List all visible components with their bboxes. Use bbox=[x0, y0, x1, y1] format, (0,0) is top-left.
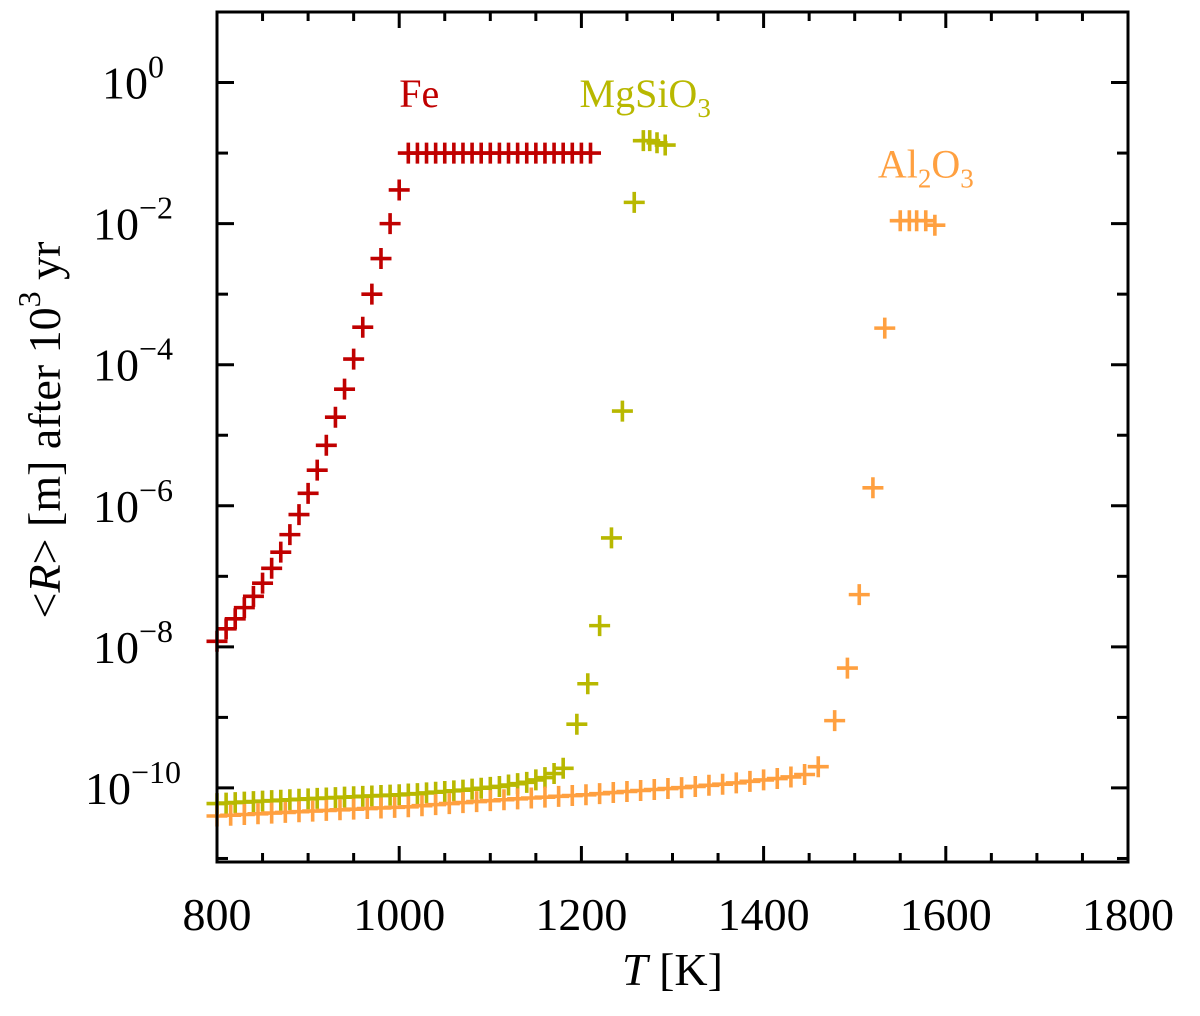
data-point bbox=[370, 248, 392, 270]
data-point bbox=[361, 283, 383, 305]
series-label-mgsio3: MgSiO3 bbox=[580, 71, 711, 123]
data-point bbox=[794, 764, 816, 786]
x-tick-label: 1000 bbox=[353, 889, 445, 940]
data-point bbox=[315, 434, 337, 456]
data-point bbox=[297, 482, 319, 504]
y-tick-label: 10−4 bbox=[93, 331, 173, 391]
data-point bbox=[580, 142, 602, 164]
x-tick-label: 800 bbox=[183, 889, 252, 940]
data-point bbox=[388, 179, 410, 201]
x-axis-label: T [K] bbox=[622, 944, 723, 995]
series-label-al2o3: Al2O3 bbox=[878, 142, 974, 194]
data-point bbox=[589, 615, 611, 637]
data-point bbox=[623, 191, 645, 213]
x-tick-label: 1400 bbox=[718, 889, 810, 940]
x-tick-label: 1200 bbox=[535, 889, 627, 940]
data-point bbox=[824, 710, 846, 732]
y-axis-label: <R> [m] after 103 yr bbox=[11, 241, 70, 618]
x-tick-label: 1800 bbox=[1082, 889, 1174, 940]
data-point bbox=[242, 585, 264, 607]
data-point bbox=[252, 572, 274, 594]
data-point bbox=[600, 527, 622, 549]
data-point bbox=[577, 673, 599, 695]
data-point bbox=[379, 213, 401, 235]
y-tick-label: 100 bbox=[102, 49, 164, 109]
data-point bbox=[552, 757, 574, 779]
data-point bbox=[343, 348, 365, 370]
data-point bbox=[224, 608, 246, 630]
data-point bbox=[780, 766, 802, 788]
y-tick-label: 10−10 bbox=[85, 754, 181, 814]
series-al2o3 bbox=[206, 210, 946, 827]
data-point bbox=[516, 771, 538, 793]
data-point bbox=[807, 756, 829, 778]
data-point bbox=[215, 618, 237, 640]
series-fe bbox=[206, 142, 602, 652]
data-point bbox=[848, 584, 870, 606]
data-point bbox=[611, 400, 633, 422]
data-point bbox=[288, 504, 310, 526]
data-point bbox=[566, 713, 588, 735]
data-point bbox=[306, 459, 328, 481]
series-mgsio3 bbox=[206, 130, 676, 815]
data-point bbox=[352, 316, 374, 338]
data-point bbox=[270, 541, 292, 563]
x-tick-label: 1600 bbox=[900, 889, 992, 940]
y-tick-label: 10−2 bbox=[93, 190, 173, 250]
series-label-fe: Fe bbox=[399, 71, 439, 116]
data-point bbox=[915, 210, 937, 232]
data-point bbox=[534, 767, 556, 789]
plot-area: 800 1000 1200 1400 1600 1800 100 10−2 10−4 10−6 10… bbox=[11, 10, 1174, 995]
data-point bbox=[862, 477, 884, 499]
data-point bbox=[334, 378, 356, 400]
data-point bbox=[525, 769, 547, 791]
data-point bbox=[279, 524, 301, 546]
data-point bbox=[233, 597, 255, 619]
y-tick-label: 10−8 bbox=[93, 613, 173, 673]
plot-frame bbox=[215, 10, 1130, 864]
data-point bbox=[654, 134, 676, 156]
data-point bbox=[836, 657, 858, 679]
y-tick-label: 10−6 bbox=[93, 472, 173, 532]
data-point bbox=[924, 214, 946, 236]
data-point bbox=[261, 557, 283, 579]
data-point bbox=[874, 317, 896, 339]
data-point bbox=[324, 406, 346, 428]
